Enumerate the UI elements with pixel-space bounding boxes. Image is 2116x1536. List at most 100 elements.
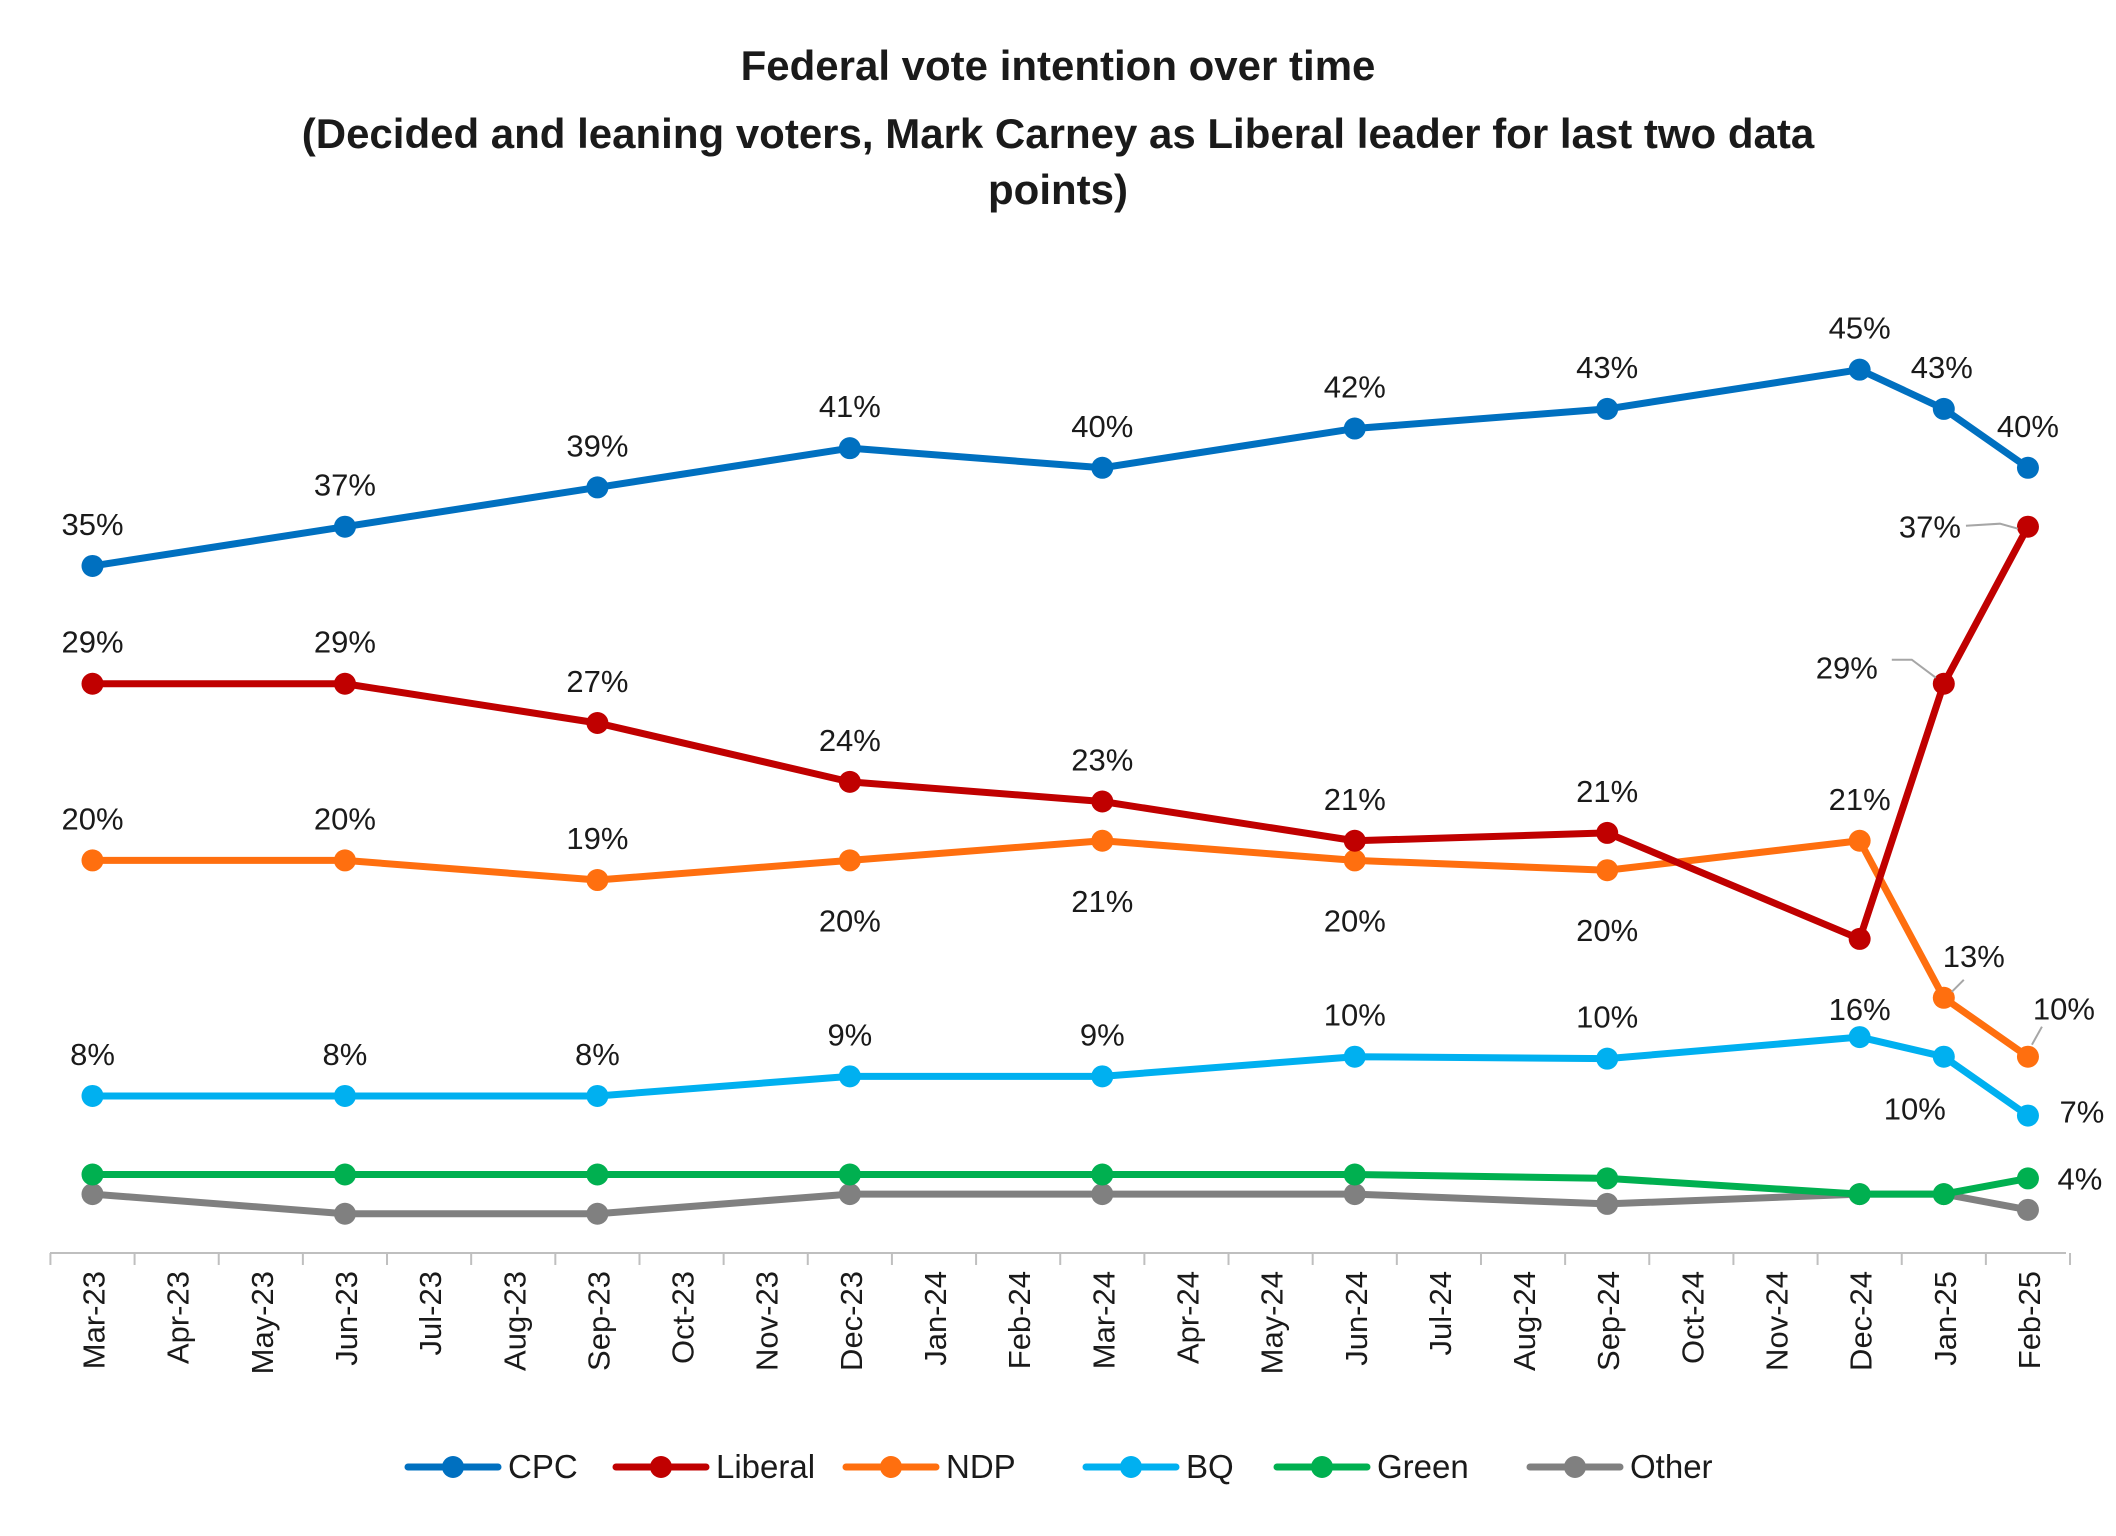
- x-tick-label: Aug-23: [497, 1271, 532, 1371]
- data-point-ndp: [333, 849, 356, 872]
- data-point-ndp: [81, 849, 104, 872]
- data-point-bq: [1091, 1065, 1114, 1088]
- data-label-ndp: 10%: [2033, 992, 2095, 1027]
- data-label-liberal: 27%: [566, 664, 628, 699]
- data-point-liberal: [1091, 790, 1114, 813]
- data-label-bq: 8%: [70, 1037, 115, 1072]
- data-label-ndp: 19%: [566, 821, 628, 856]
- data-point-green: [2016, 1167, 2039, 1190]
- x-tick-label: Apr-24: [1170, 1271, 1205, 1364]
- data-point-green: [1848, 1183, 1871, 1206]
- data-point-green: [586, 1163, 609, 1186]
- chart-title-line-3: points): [988, 166, 1128, 213]
- data-point-liberal: [1932, 672, 1955, 695]
- series-line-other: [89, 1190, 2032, 1218]
- legend-marker-liberal: [650, 1456, 672, 1478]
- data-label-cpc: 42%: [1324, 370, 1386, 405]
- data-point-other: [1091, 1183, 1114, 1206]
- data-point-green: [1343, 1163, 1366, 1186]
- data-label-ndp: 13%: [1943, 939, 2005, 974]
- data-label-cpc: 39%: [566, 428, 628, 463]
- data-label-cpc: 45%: [1829, 311, 1891, 346]
- x-tick-label: Jul-23: [413, 1271, 448, 1355]
- legend-marker-green: [1311, 1456, 1333, 1478]
- x-tick-label: Jun-23: [329, 1271, 364, 1366]
- data-point-green: [1596, 1167, 1619, 1190]
- legend-label-ndp: NDP: [946, 1448, 1016, 1485]
- x-tick-label: Jan-24: [918, 1271, 953, 1366]
- data-point-bq: [1848, 1026, 1871, 1049]
- data-point-cpc: [81, 554, 104, 577]
- leader-line-liberal-feb: [1965, 522, 2019, 530]
- data-label-ndp: 20%: [314, 801, 376, 836]
- x-tick-label: Jan-25: [1928, 1271, 1963, 1366]
- data-label-liberal: 37%: [1899, 510, 1961, 545]
- data-point-liberal: [81, 672, 104, 695]
- series-line-liberal: [89, 523, 2032, 943]
- data-point-cpc: [2016, 456, 2039, 479]
- x-tick-label: Sep-24: [1591, 1271, 1626, 1371]
- data-point-liberal: [2016, 515, 2039, 538]
- data-point-green: [333, 1163, 356, 1186]
- legend-marker-other: [1564, 1456, 1586, 1478]
- data-point-liberal: [1343, 829, 1366, 852]
- data-label-cpc: 35%: [61, 507, 123, 542]
- leader-line-liberal-jan: [1891, 658, 1937, 679]
- data-point-liberal: [586, 711, 609, 734]
- leader-line-ndp-feb: [2031, 1026, 2043, 1046]
- data-point-cpc: [333, 515, 356, 538]
- data-point-ndp: [1848, 829, 1871, 852]
- data-point-ndp: [838, 849, 861, 872]
- data-label-green: 4%: [2058, 1161, 2103, 1196]
- data-point-other: [81, 1183, 104, 1206]
- data-label-ndp: 21%: [1829, 782, 1891, 817]
- x-tick-label: Jul-24: [1423, 1271, 1458, 1355]
- legend-label-green: Green: [1377, 1448, 1469, 1485]
- legend-marker-cpc: [442, 1456, 464, 1478]
- data-point-liberal: [333, 672, 356, 695]
- data-point-bq: [81, 1084, 104, 1107]
- data-point-green: [1932, 1183, 1955, 1206]
- legend-marker-ndp: [880, 1456, 902, 1478]
- data-label-ndp: 20%: [819, 903, 881, 938]
- data-label-liberal: 23%: [1071, 743, 1133, 778]
- x-tick-label: Aug-24: [1507, 1271, 1542, 1371]
- data-point-ndp: [586, 869, 609, 892]
- data-label-bq: 10%: [1324, 998, 1386, 1033]
- data-point-cpc: [1091, 456, 1114, 479]
- x-tick-label: Apr-23: [161, 1271, 196, 1364]
- x-tick-label: Oct-23: [666, 1271, 701, 1364]
- data-point-other: [1596, 1192, 1619, 1215]
- data-label-bq: 8%: [323, 1037, 368, 1072]
- x-tick-label: Nov-24: [1760, 1271, 1795, 1371]
- data-label-liberal: 24%: [819, 723, 881, 758]
- leader-line-ndp-jan: [1951, 979, 1965, 993]
- data-label-cpc: 37%: [314, 468, 376, 503]
- legend-label-bq: BQ: [1186, 1448, 1234, 1485]
- data-point-bq: [1596, 1047, 1619, 1070]
- data-point-other: [2016, 1198, 2039, 1221]
- x-tick-label: Mar-24: [1086, 1271, 1121, 1369]
- data-label-cpc: 40%: [1997, 409, 2059, 444]
- data-label-liberal: 29%: [1816, 651, 1878, 686]
- data-point-cpc: [1596, 397, 1619, 420]
- x-tick-label: Mar-23: [77, 1271, 112, 1369]
- data-label-liberal: 29%: [314, 625, 376, 660]
- data-point-bq: [586, 1084, 609, 1107]
- data-point-cpc: [1343, 417, 1366, 440]
- data-point-cpc: [838, 437, 861, 460]
- data-point-liberal: [1596, 821, 1619, 844]
- x-tick-label: Sep-23: [581, 1271, 616, 1371]
- legend-label-cpc: CPC: [508, 1448, 578, 1485]
- x-tick-label: May-24: [1255, 1271, 1290, 1374]
- data-point-cpc: [586, 476, 609, 499]
- data-point-green: [838, 1163, 861, 1186]
- data-point-ndp: [1596, 859, 1619, 882]
- series-line-bq: [89, 1033, 2032, 1120]
- legend-label-other: Other: [1630, 1448, 1713, 1485]
- data-label-bq: 8%: [575, 1037, 620, 1072]
- data-point-green: [81, 1163, 104, 1186]
- data-label-liberal: 21%: [1324, 782, 1386, 817]
- data-label-cpc: 43%: [1576, 350, 1638, 385]
